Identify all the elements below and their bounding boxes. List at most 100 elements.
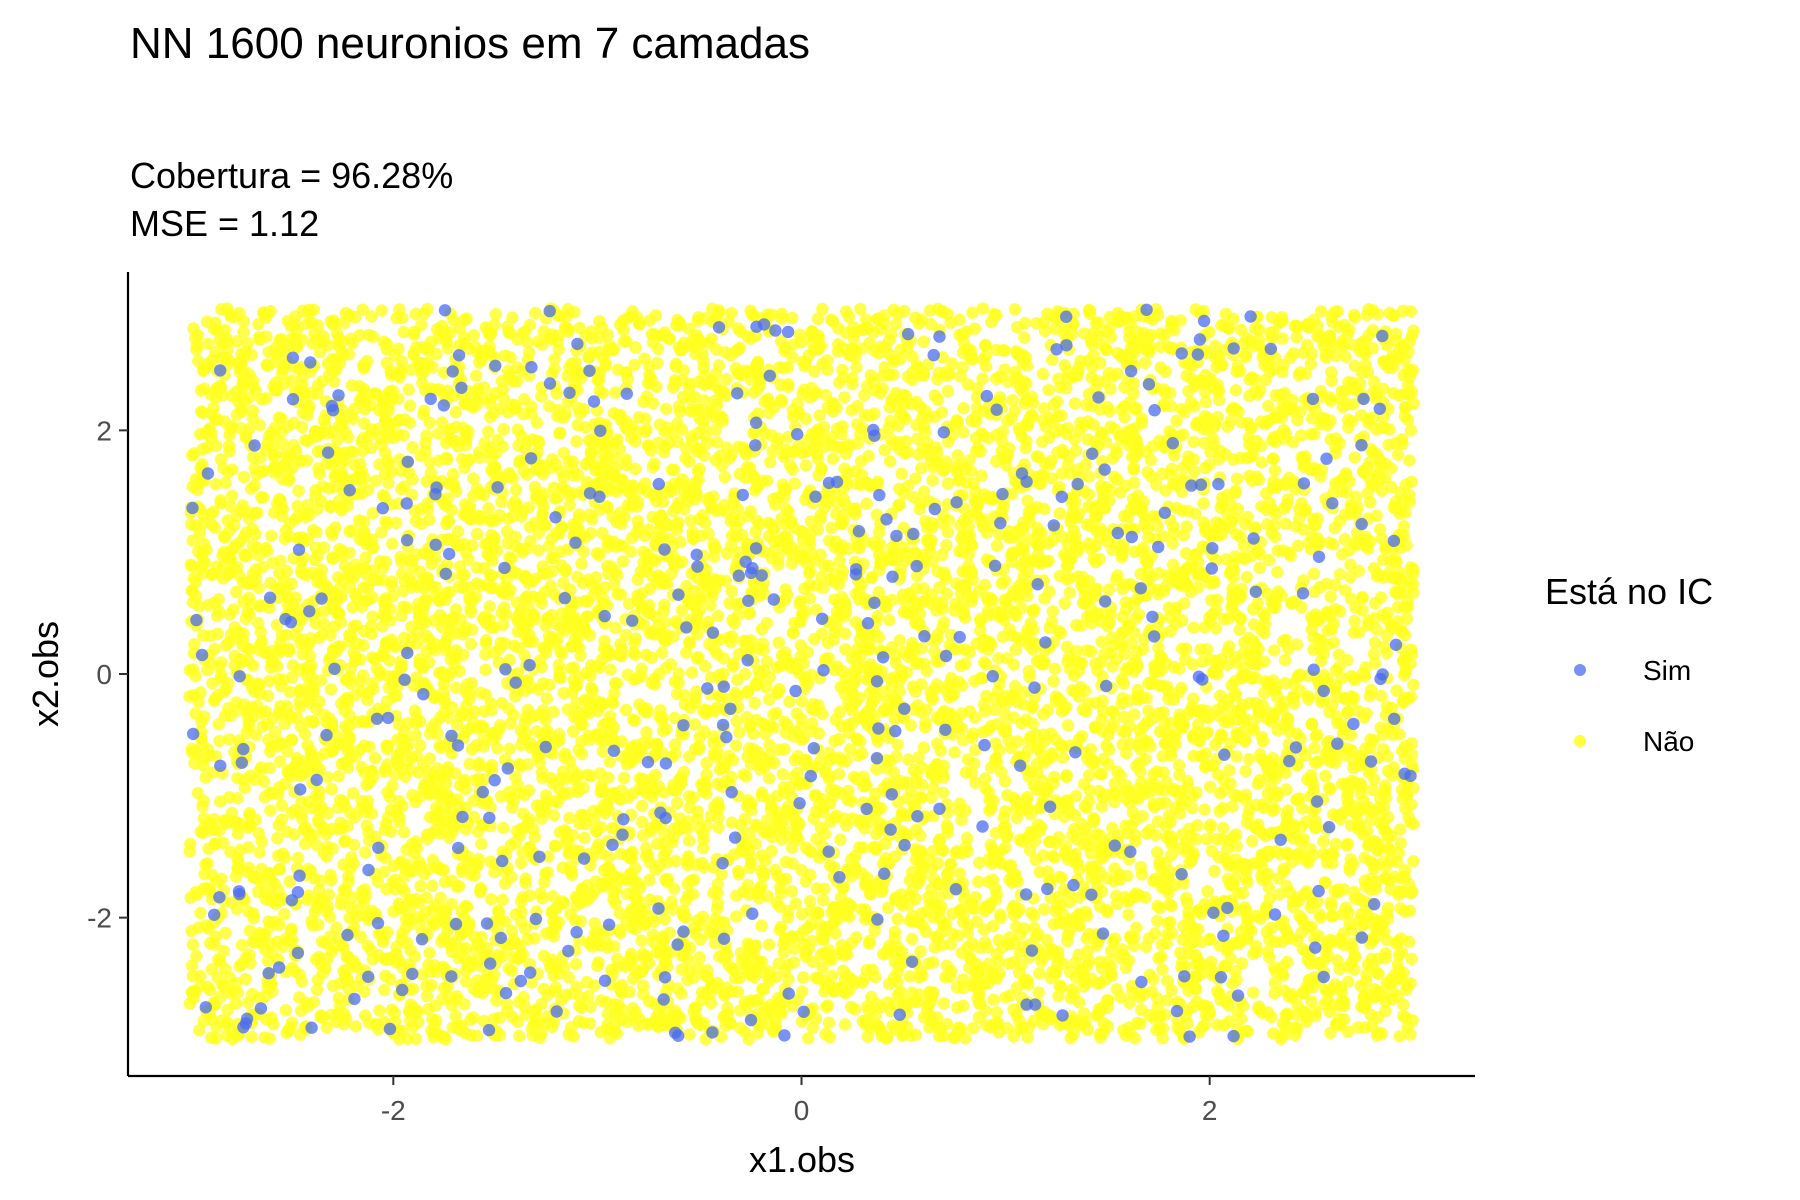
data-point <box>273 862 287 876</box>
data-point <box>392 342 405 355</box>
data-point <box>276 437 289 450</box>
data-point <box>373 668 387 682</box>
data-point <box>1268 976 1282 990</box>
data-point <box>1398 905 1411 918</box>
data-point <box>1347 626 1361 639</box>
data-point <box>697 833 710 846</box>
data-point <box>1036 367 1050 381</box>
data-point <box>1188 465 1201 478</box>
data-point <box>825 521 838 535</box>
data-point <box>394 363 407 377</box>
chart-subtitle-mse: MSE = 1.12 <box>130 203 319 244</box>
data-point <box>1226 800 1239 813</box>
data-point <box>291 499 304 513</box>
data-point <box>785 841 799 854</box>
data-point <box>1151 846 1164 859</box>
data-point <box>584 669 597 682</box>
data-point <box>311 445 325 458</box>
data-point <box>574 915 587 928</box>
data-point <box>1166 558 1180 571</box>
data-point <box>1017 685 1031 699</box>
data-point <box>414 739 427 752</box>
data-point <box>1060 640 1074 653</box>
data-point <box>275 813 289 826</box>
data-point <box>358 417 371 430</box>
data-point <box>547 809 561 822</box>
data-point <box>201 337 214 350</box>
data-point <box>784 780 797 794</box>
data-point <box>186 938 200 951</box>
data-point <box>578 831 591 845</box>
data-point <box>698 725 711 738</box>
data-point <box>1267 452 1280 465</box>
data-point <box>292 484 305 497</box>
data-point <box>1187 435 1200 449</box>
data-point <box>1165 983 1178 997</box>
data-point <box>1375 689 1388 703</box>
data-point <box>1226 977 1239 990</box>
data-point <box>366 952 380 966</box>
chart-subtitle-coverage: Cobertura = 96.28% <box>130 155 453 196</box>
data-point <box>467 1011 480 1024</box>
data-point <box>955 946 968 959</box>
data-point <box>763 772 776 785</box>
data-point <box>373 458 386 471</box>
data-point <box>778 742 791 756</box>
data-point <box>1053 870 1066 884</box>
data-point <box>883 455 897 468</box>
data-point <box>298 837 312 850</box>
data-point <box>810 603 823 616</box>
data-point <box>246 451 260 464</box>
data-point <box>994 908 1007 921</box>
data-point <box>1344 507 1357 521</box>
data-point <box>988 692 1001 705</box>
data-point <box>926 555 939 568</box>
data-point <box>409 729 422 742</box>
data-point <box>349 1020 362 1033</box>
data-point <box>1324 341 1338 354</box>
data-point <box>693 462 706 475</box>
data-point <box>953 313 966 326</box>
data-point <box>1138 356 1152 369</box>
data-point <box>1276 635 1290 648</box>
data-point <box>966 1021 980 1035</box>
data-point <box>928 389 941 402</box>
data-point <box>367 682 380 696</box>
data-point <box>628 358 641 372</box>
data-point <box>513 1029 526 1043</box>
data-point <box>895 467 908 480</box>
points-layer <box>183 302 1420 1046</box>
data-point <box>999 593 1012 606</box>
data-point <box>489 308 503 321</box>
data-point <box>726 753 740 767</box>
data-point <box>467 810 481 824</box>
data-point <box>439 1032 453 1046</box>
data-point <box>777 946 790 959</box>
data-point <box>881 901 895 915</box>
data-point <box>730 910 743 923</box>
data-point <box>359 846 372 859</box>
data-point <box>194 906 207 920</box>
data-point <box>1043 835 1056 849</box>
data-point <box>858 389 871 402</box>
data-point <box>672 400 686 413</box>
data-point <box>222 439 236 453</box>
data-point <box>657 849 670 862</box>
data-point <box>1048 662 1062 675</box>
series-nao <box>183 302 1420 1046</box>
data-point <box>420 891 433 904</box>
data-point <box>186 970 200 983</box>
data-point <box>743 861 757 875</box>
data-point <box>1108 795 1121 809</box>
data-point <box>1036 414 1050 427</box>
data-point <box>365 310 378 323</box>
data-point <box>1325 374 1338 387</box>
data-point <box>1294 835 1308 848</box>
data-point <box>816 961 829 974</box>
data-point <box>709 423 722 437</box>
data-point <box>1067 669 1081 682</box>
chart-title: NN 1600 neuronios em 7 camadas <box>130 19 810 68</box>
data-point <box>1280 783 1293 796</box>
data-point <box>414 880 427 893</box>
data-point <box>683 635 696 649</box>
